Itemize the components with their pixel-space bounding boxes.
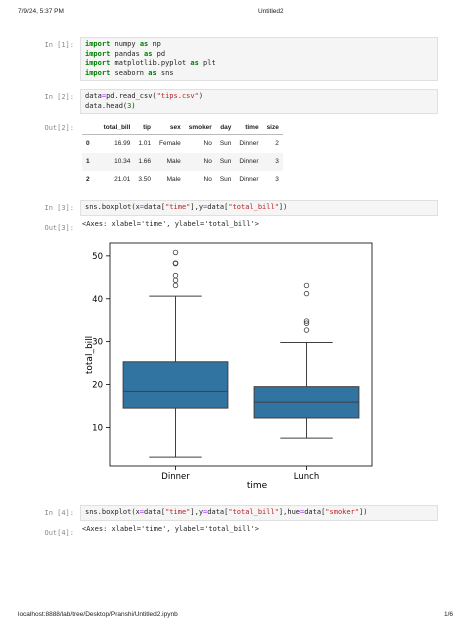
cell-3-out-prompt: Out[3]: [44, 224, 74, 232]
row-index: 0 [86, 140, 90, 147]
table-cell: Male [166, 176, 181, 183]
table-header-row: total_bill tip sex smoker day time size [82, 121, 283, 135]
x-tick-label: Dinner [161, 472, 190, 482]
cell-1-code[interactable]: import numpy as np import pandas as pd i… [80, 37, 438, 81]
outlier-point [303, 318, 310, 324]
table-cell: 16.99 [114, 140, 131, 147]
outlier-point [303, 320, 310, 326]
plot-frame [109, 242, 373, 467]
table-cell: Sun [219, 176, 232, 183]
y-tick-label: 10 [92, 423, 103, 433]
outlier-point [172, 249, 179, 256]
print-url: localhost:8888/lab/tree/Desktop/Pranshi/… [18, 611, 178, 618]
table-cell: 10.34 [99, 153, 135, 171]
table-cell: 21.01 [114, 176, 131, 183]
x-axis: Dinner Lunch [161, 466, 319, 482]
table-cell: 3 [275, 176, 279, 183]
page-number: 1/6 [444, 611, 454, 618]
row-index: 2 [86, 176, 90, 183]
column-header: time [235, 121, 263, 135]
outlier-point [172, 282, 179, 289]
y-tick-label: 20 [92, 381, 103, 391]
print-datetime: 7/9/24, 5:37 PM [18, 8, 64, 15]
column-header: total_bill [99, 121, 135, 135]
cell-4-in-prompt: In [4]: [44, 509, 74, 517]
y-axis-label: total_bill [85, 336, 95, 374]
box-group [122, 249, 229, 458]
table-cell: Dinner [235, 153, 263, 171]
table-cell: 3 [262, 153, 283, 171]
row-index: 1 [82, 153, 100, 171]
cell-2-out-prompt: Out[2]: [44, 124, 74, 132]
table-row: 2 21.01 3.50 Male No Sun Dinner 3 [82, 171, 283, 189]
cell-1-in-prompt: In [1]: [44, 41, 74, 49]
table-cell: Female [159, 140, 181, 147]
outlier-point [172, 272, 179, 279]
cell-4-code[interactable]: sns.boxplot(x=data["time"],y=data["total… [80, 505, 438, 521]
outlier-point [303, 290, 310, 297]
box [122, 361, 229, 409]
outlier-point [303, 327, 310, 333]
x-axis-label: time [247, 481, 268, 491]
table-cell: Dinner [239, 176, 259, 183]
table-cell: Sun [219, 140, 232, 147]
table-cell: Sun [215, 153, 236, 171]
chart-marks [122, 249, 360, 458]
cell-3-code[interactable]: sns.boxplot(x=data["time"],y=data["total… [80, 200, 438, 216]
table-cell: 2 [275, 140, 279, 147]
dataframe-table: total_bill tip sex smoker day time size … [82, 121, 283, 189]
table-cell: No [203, 140, 212, 147]
table-cell: Male [155, 153, 185, 171]
cell-4-out-prompt: Out[4]: [44, 529, 74, 537]
column-header: size [262, 121, 283, 135]
column-header: sex [155, 121, 185, 135]
cell-3-output-text: <Axes: xlabel='time', ylabel='total_bill… [82, 220, 260, 228]
cell-2-in-prompt: In [2]: [44, 93, 74, 101]
boxplot-chart: 10 20 30 40 50 Dinner Lunch time total_bill [85, 242, 373, 491]
y-tick-label: 40 [92, 295, 103, 305]
table-row: 1 10.34 1.66 Male No Sun Dinner 3 [82, 153, 283, 171]
table-cell: 1.01 [138, 140, 152, 147]
box-group [253, 282, 360, 439]
table-row: 0 16.99 1.01 Female No Sun Dinner 2 [82, 135, 283, 154]
cell-4-output-text: <Axes: xlabel='time', ylabel='total_bill… [82, 525, 260, 533]
outlier-point [303, 282, 310, 289]
y-axis: 10 20 30 40 50 [92, 252, 110, 433]
table-cell: No [184, 153, 216, 171]
cell-2-code[interactable]: data=pd.read_csv("tips.csv") data.head(3… [80, 89, 438, 114]
cell-3-in-prompt: In [3]: [44, 204, 74, 212]
column-header: tip [134, 121, 156, 135]
table-cell: 3.50 [138, 176, 152, 183]
y-tick-label: 30 [92, 338, 103, 348]
y-tick-label: 50 [92, 252, 103, 262]
column-header: smoker [184, 121, 216, 135]
table-cell: Dinner [239, 140, 259, 147]
notebook-title: Untitled2 [258, 8, 284, 15]
outlier-point [172, 277, 179, 284]
column-header: day [215, 121, 236, 135]
table-cell: No [203, 176, 212, 183]
table-cell: 1.66 [134, 153, 156, 171]
outlier-point [172, 260, 179, 266]
column-header [82, 121, 100, 135]
x-tick-label: Lunch [294, 472, 319, 482]
